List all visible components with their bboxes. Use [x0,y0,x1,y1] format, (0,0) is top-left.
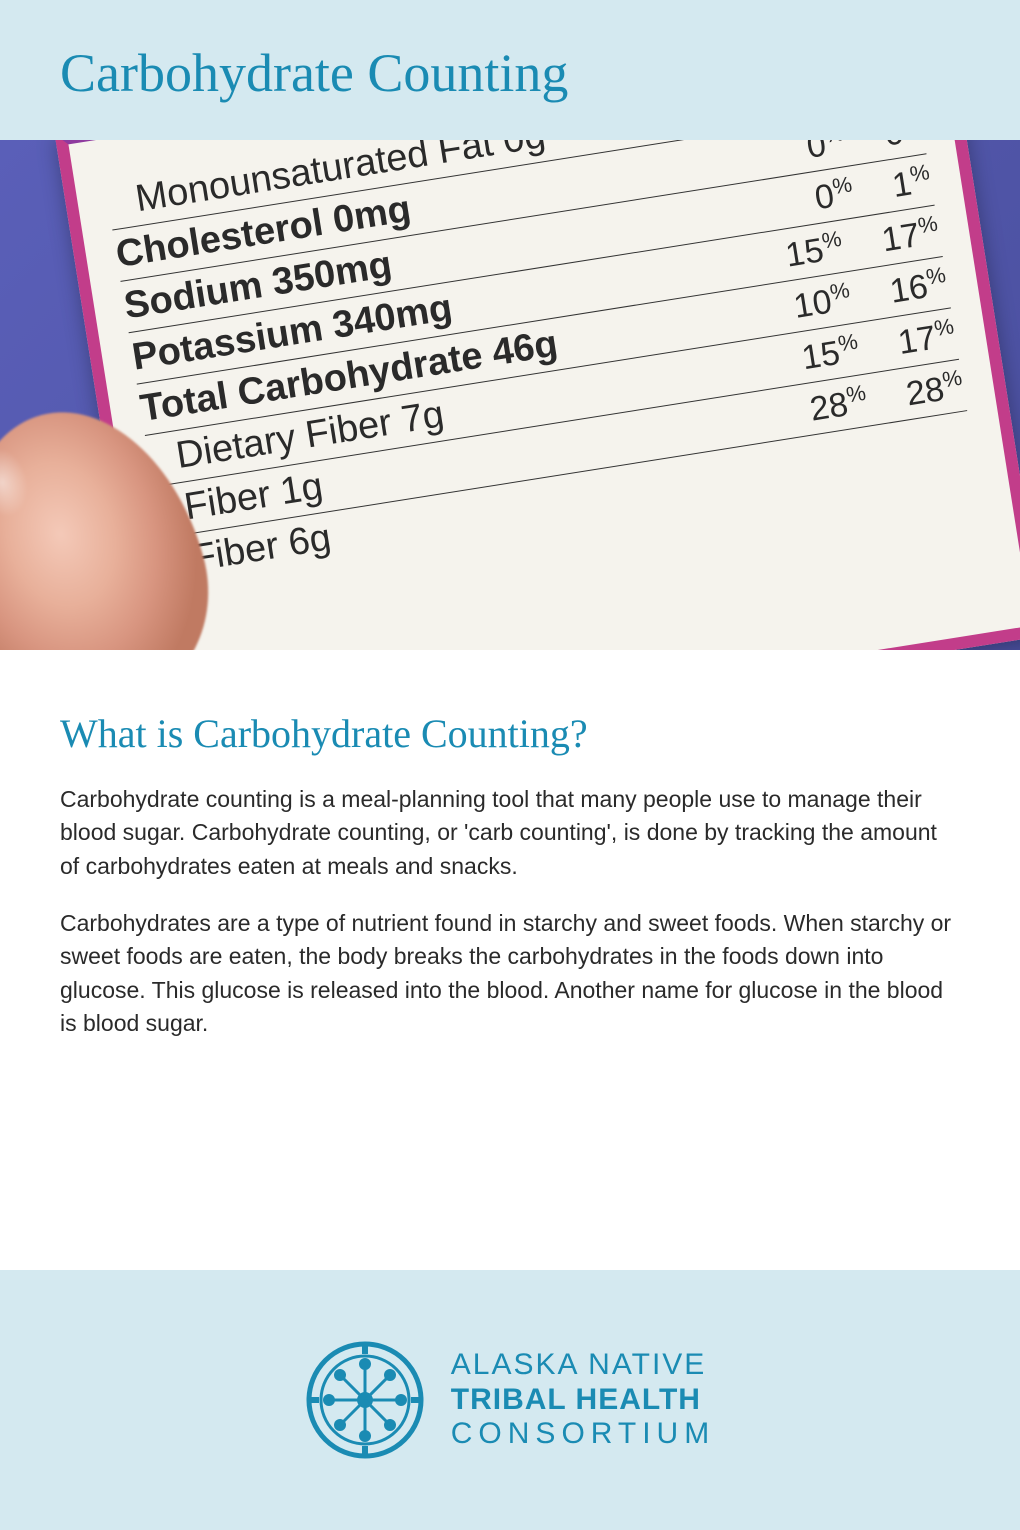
hero-nutrition-label-image: Monounsaturated Fat 0g 0% 2% Cholesterol… [0,140,1020,650]
page-title: Carbohydrate Counting [60,42,960,104]
paragraph: Carbohydrate counting is a meal-planning… [60,783,960,883]
org-name: ALASKA NATIVE TRIBAL HEALTH CONSORTIUM [451,1348,715,1452]
org-line1: ALASKA NATIVE [451,1348,715,1383]
section-heading: What is Carbohydrate Counting? [60,710,960,757]
content-area: What is Carbohydrate Counting? Carbohydr… [0,650,1020,1104]
paragraph: Carbohydrates are a type of nutrient fou… [60,907,960,1040]
org-logo-icon [305,1340,425,1460]
org-line2: TRIBAL HEALTH [451,1383,715,1418]
footer-band: ALASKA NATIVE TRIBAL HEALTH CONSORTIUM [0,1270,1020,1530]
header-band: Carbohydrate Counting [0,0,1020,140]
org-line3: CONSORTIUM [451,1417,715,1452]
